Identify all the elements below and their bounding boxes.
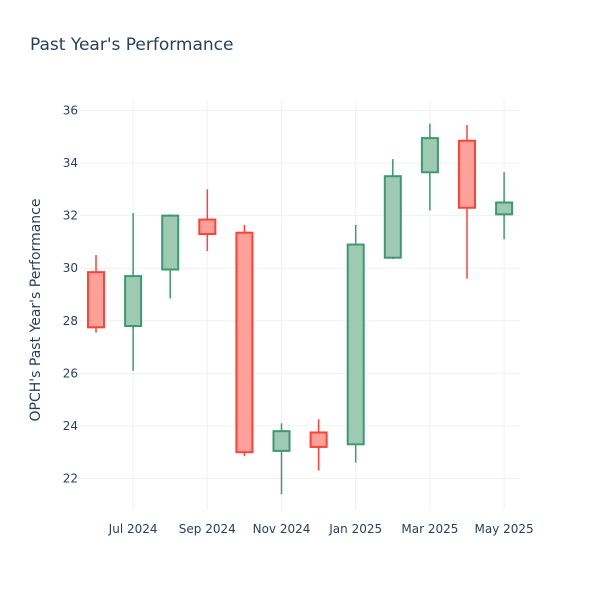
x-tick-label: Nov 2024	[253, 522, 311, 536]
candle	[383, 159, 402, 260]
x-tick-label: May 2025	[475, 522, 534, 536]
candles	[87, 123, 514, 495]
y-tick-label: 28	[63, 314, 78, 328]
y-tick-label: 34	[63, 156, 78, 170]
x-tick-label: Mar 2025	[401, 522, 458, 536]
candle	[495, 172, 514, 240]
candle-body	[346, 243, 365, 446]
y-tick-label: 36	[63, 104, 78, 118]
candle	[346, 224, 365, 463]
candle-body	[383, 175, 402, 259]
candle-body	[124, 275, 143, 328]
y-axis-ticks: 22 24 26 28 30 32 34 36	[63, 104, 78, 486]
candle-body	[495, 201, 514, 216]
y-tick-label: 26	[63, 366, 78, 380]
y-grid	[80, 110, 520, 479]
candle	[161, 214, 180, 299]
x-axis-ticks: Jul 2024 Sep 2024 Nov 2024 Jan 2025 Mar 2025…	[108, 522, 534, 536]
x-tick-label: Jul 2024	[108, 522, 158, 536]
chart-title: Past Year's Performance	[30, 35, 234, 55]
y-tick-label: 24	[63, 419, 78, 433]
candle-body	[272, 430, 291, 452]
y-tick-label: 32	[63, 209, 78, 223]
candle	[235, 224, 254, 457]
candle	[309, 419, 328, 471]
candle	[87, 255, 105, 333]
candle	[124, 213, 143, 371]
y-tick-label: 22	[63, 471, 78, 485]
candle	[272, 423, 291, 495]
y-tick-label: 30	[63, 261, 78, 275]
candle	[458, 124, 476, 279]
candle	[420, 123, 439, 211]
candle-body	[420, 137, 439, 174]
candle-body	[235, 231, 254, 454]
candle-body	[458, 139, 476, 209]
candle	[198, 189, 217, 252]
x-tick-label: Sep 2024	[179, 522, 236, 536]
candle-body	[309, 431, 328, 448]
y-axis-label: OPCH's Past Year's Performance	[28, 199, 44, 422]
candle-body	[161, 214, 180, 271]
candle-body	[87, 271, 105, 329]
x-tick-label: Jan 2025	[328, 522, 382, 536]
candle-body	[198, 218, 217, 236]
